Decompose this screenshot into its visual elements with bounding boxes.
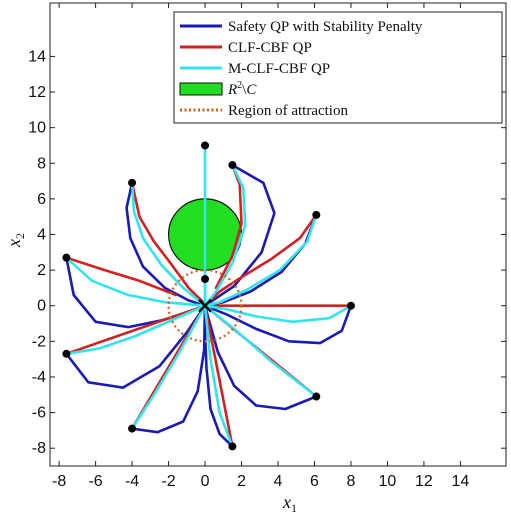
y-tick-label-2: -4 <box>32 369 46 386</box>
legend-label-1: CLF-CBF QP <box>228 40 312 56</box>
x-tick-label-0: -8 <box>52 473 66 490</box>
legend-box <box>173 11 503 124</box>
equilibrium-marker <box>198 298 212 313</box>
initial-point-3 <box>312 210 321 219</box>
y-tick-label-5: 2 <box>37 262 46 279</box>
legend-label-2: M-CLF-CBF QP <box>228 61 330 77</box>
trajectory-2-3 <box>203 213 318 307</box>
trajectory-2-9 <box>130 304 207 430</box>
y-tick-label-1: -6 <box>32 405 46 422</box>
legend: Safety QP with Stability Penalty CLF-CBF … <box>173 11 503 124</box>
y-tick-label-0: -8 <box>32 440 46 457</box>
initial-point-1 <box>228 161 237 170</box>
legend-label-3: R2\C <box>227 80 257 98</box>
region-of-attraction <box>167 269 243 343</box>
trajectory-0-1 <box>203 163 276 307</box>
initial-point-9 <box>128 424 137 433</box>
x-tick-label-3: -2 <box>161 473 175 490</box>
trajectory-0-5 <box>203 304 353 345</box>
trajectory-0-8 <box>203 304 234 448</box>
trajectory-0-6 <box>203 304 318 411</box>
trajectory-2-7 <box>65 304 207 356</box>
y-axis-label: x2 <box>4 233 27 248</box>
y-tick-label-8: 8 <box>37 155 46 172</box>
y-tick-label-10: 12 <box>28 84 46 101</box>
initial-point-5 <box>201 275 210 284</box>
initial-point-8 <box>312 392 321 401</box>
x-axis-label: x1 <box>282 492 297 515</box>
trajectory-2-2 <box>203 163 247 307</box>
x-tick-label-10: 12 <box>415 473 433 490</box>
x-tick-label-9: 10 <box>379 473 397 490</box>
initial-point-2 <box>128 178 137 187</box>
y-tick-label-7: 6 <box>37 191 46 208</box>
trajectory-2-6 <box>203 304 353 324</box>
x-tick-label-7: 6 <box>310 473 319 490</box>
initial-point-0 <box>201 141 210 150</box>
initial-point-6 <box>346 301 355 310</box>
legend-label-4: Region of attraction <box>228 103 348 119</box>
x-tick-label-1: -6 <box>88 473 102 490</box>
y-tick-label-3: -2 <box>32 333 46 350</box>
trajectory-1-2 <box>65 256 178 297</box>
trajectory-2-10 <box>203 304 234 448</box>
trajectory-2-1 <box>130 181 207 307</box>
x-tick-label-11: 14 <box>452 473 470 490</box>
trajectory-0-3 <box>65 304 207 389</box>
x-tick-label-4: 0 <box>201 473 210 490</box>
y-tick-label-11: 14 <box>28 48 46 65</box>
initial-point-7 <box>62 349 71 358</box>
x-tick-label-2: -4 <box>125 473 139 490</box>
trajectory-2-4 <box>65 256 207 307</box>
trajectory-1-5 <box>65 304 207 356</box>
legend-label-0: Safety QP with Stability Penalty <box>228 19 423 35</box>
trajectory-0-0 <box>125 181 207 307</box>
x-tick-label-6: 4 <box>274 473 283 490</box>
y-tick-label-6: 4 <box>37 227 46 244</box>
trajectory-1-8 <box>203 304 234 448</box>
legend-swatch-3 <box>179 82 223 96</box>
x-tick-label-5: 2 <box>237 473 246 490</box>
y-tick-label-4: 0 <box>37 298 46 315</box>
initial-point-10 <box>228 442 237 451</box>
trajectory-2-8 <box>203 304 318 398</box>
trajectory-1-3 <box>203 213 318 307</box>
initial-point-4 <box>62 253 71 262</box>
y-tick-label-9: 10 <box>28 120 46 137</box>
x-tick-label-8: 8 <box>347 473 356 490</box>
trajectory-1-0 <box>130 181 205 304</box>
